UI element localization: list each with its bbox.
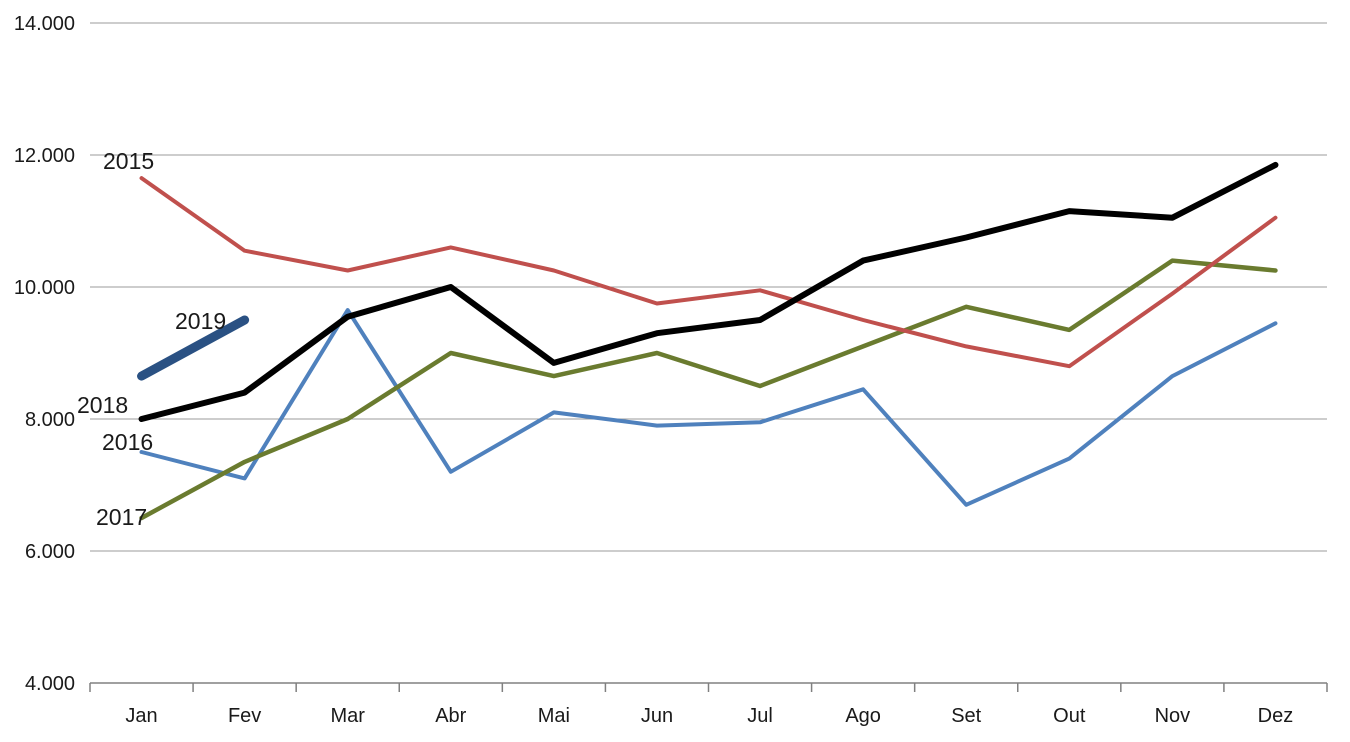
series-labels-group: 2016 2017 2015 2018 2019 — [77, 148, 226, 530]
series-lines-group — [137, 161, 1279, 521]
series-line-2018 — [138, 161, 1279, 422]
gridlines-group — [90, 22, 1327, 684]
series-line-2017 — [139, 258, 1278, 521]
series-line-2016 — [139, 308, 1278, 507]
y-label-12.000: 12.000 — [14, 145, 75, 167]
series-label-2015: 2015 — [103, 148, 154, 174]
y-label-4.000: 4.000 — [25, 673, 75, 695]
x-label-Jul: Jul — [747, 705, 773, 727]
x-label-Jun: Jun — [641, 705, 673, 727]
x-label-Jan: Jan — [125, 705, 157, 727]
y-label-14.000: 14.000 — [14, 13, 75, 35]
axis-group — [89, 682, 1328, 692]
x-label-Mar: Mar — [330, 705, 365, 727]
x-label-Abr: Abr — [435, 705, 466, 727]
x-label-Out: Out — [1053, 705, 1086, 727]
x-label-Mai: Mai — [538, 705, 570, 727]
x-label-Nov: Nov — [1155, 705, 1191, 727]
series-line-2019 — [137, 315, 250, 381]
series-line-2015 — [139, 176, 1278, 369]
x-axis-labels-group: Jan Fev Mar Abr Mai Jun Jul Ago Set Out Nov Dez — [125, 705, 1293, 727]
x-label-Ago: Ago — [845, 705, 881, 727]
y-label-8.000: 8.000 — [25, 409, 75, 431]
x-label-Fev: Fev — [228, 705, 261, 727]
series-label-2018: 2018 — [77, 392, 128, 418]
y-label-6.000: 6.000 — [25, 541, 75, 563]
x-label-Dez: Dez — [1258, 705, 1294, 727]
series-label-2019: 2019 — [175, 308, 226, 334]
x-label-Set: Set — [951, 705, 981, 727]
series-label-2016: 2016 — [102, 429, 153, 455]
y-axis-labels-group: 4.000 6.000 8.000 10.000 12.000 14.000 — [14, 13, 75, 695]
series-label-2017: 2017 — [96, 504, 147, 530]
y-label-10.000: 10.000 — [14, 277, 75, 299]
